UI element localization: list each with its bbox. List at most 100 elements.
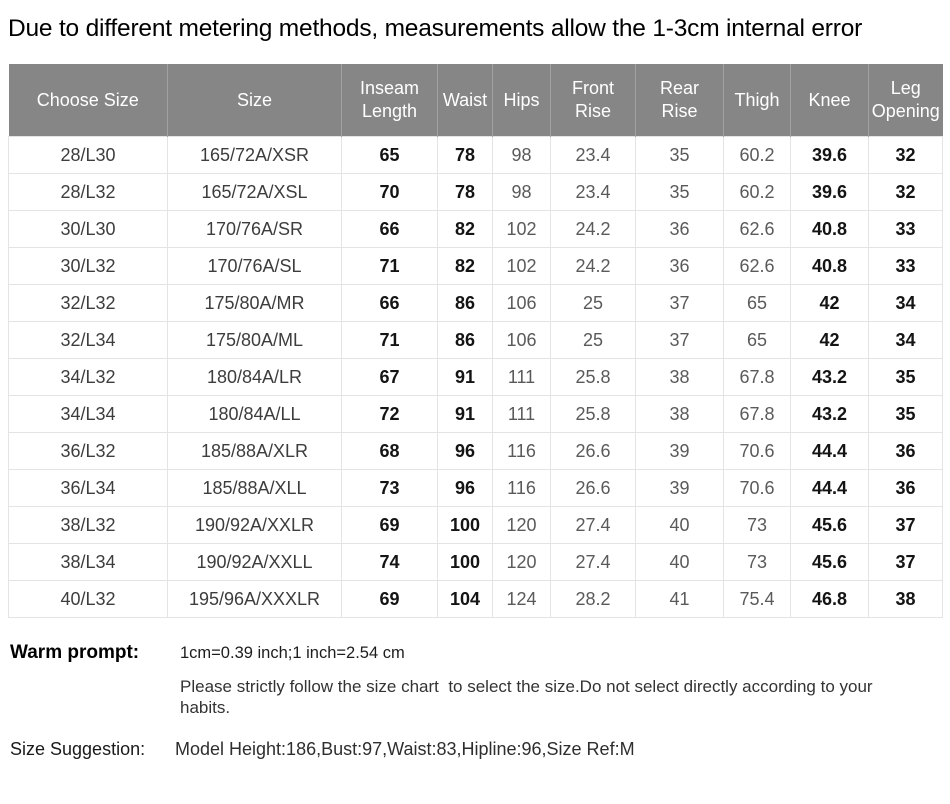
table-cell: 40 — [635, 506, 724, 544]
table-cell: 32 — [868, 136, 943, 174]
table-cell: 91 — [437, 358, 493, 396]
table-cell: 111 — [492, 358, 551, 396]
table-cell: 40.8 — [790, 210, 869, 248]
size-chart-page: Due to different metering methods, measu… — [0, 15, 950, 804]
table-cell: 39.6 — [790, 173, 869, 211]
table-cell: 185/88A/XLR — [167, 432, 342, 470]
table-cell: 67.8 — [723, 358, 791, 396]
table-cell: 75.4 — [723, 580, 791, 618]
table-cell: 66 — [341, 284, 438, 322]
table-cell: 43.2 — [790, 358, 869, 396]
table-cell: 28/L30 — [8, 136, 168, 174]
table-row: 32/L32 175/80A/MR 66 86 106 25 37 65 42 34 — [8, 284, 943, 322]
table-cell: 44.4 — [790, 469, 869, 507]
table-row: 36/L34 185/88A/XLL 73 96 116 26.6 39 70.6 44.4 36 — [8, 469, 943, 507]
table-cell: 190/92A/XXLL — [167, 543, 342, 581]
page-title: Due to different metering methods, measu… — [8, 15, 863, 42]
table-cell: 71 — [341, 247, 438, 285]
table-row: 34/L34 180/84A/LL 72 91 111 25.8 38 67.8 43.2 35 — [8, 395, 943, 433]
table-cell: 25.8 — [550, 395, 636, 433]
table-cell: 106 — [492, 321, 551, 359]
table-cell: 96 — [437, 432, 493, 470]
column-header-6: Rear Rise — [635, 64, 724, 137]
table-cell: 66 — [341, 210, 438, 248]
table-cell: 124 — [492, 580, 551, 618]
column-header-9: Leg Opening — [868, 64, 943, 137]
table-cell: 42 — [790, 321, 869, 359]
column-header-1: Size — [167, 64, 342, 137]
table-cell: 70.6 — [723, 432, 791, 470]
table-cell: 111 — [492, 395, 551, 433]
table-cell: 102 — [492, 210, 551, 248]
table-row: 34/L32 180/84A/LR 67 91 111 25.8 38 67.8 43.2 35 — [8, 358, 943, 396]
warm-prompt-row: Warm prompt: 1cm=0.39 inch;1 inch=2.54 c… — [10, 641, 950, 718]
table-cell: 116 — [492, 432, 551, 470]
table-cell: 40.8 — [790, 247, 869, 285]
table-cell: 33 — [868, 247, 943, 285]
table-cell: 60.2 — [723, 136, 791, 174]
table-cell: 37 — [868, 543, 943, 581]
column-header-2: Inseam Length — [341, 64, 438, 137]
table-cell: 39 — [635, 432, 724, 470]
table-row: 28/L32 165/72A/XSL 70 78 98 23.4 35 60.2 39.6 32 — [8, 173, 943, 211]
table-cell: 35 — [635, 173, 724, 211]
table-row: 38/L32 190/92A/XXLR 69 100 120 27.4 40 73 45.6 37 — [8, 506, 943, 544]
table-cell: 36 — [635, 247, 724, 285]
table-cell: 82 — [437, 247, 493, 285]
table-cell: 36 — [868, 432, 943, 470]
table-cell: 30/L30 — [8, 210, 168, 248]
table-cell: 39.6 — [790, 136, 869, 174]
table-cell: 42 — [790, 284, 869, 322]
table-row: 38/L34 190/92A/XXLL 74 100 120 27.4 40 73 45.6 37 — [8, 543, 943, 581]
table-cell: 102 — [492, 247, 551, 285]
table-cell: 24.2 — [550, 247, 636, 285]
table-cell: 26.6 — [550, 432, 636, 470]
warm-prompt-label: Warm prompt: — [10, 642, 140, 663]
table-cell: 35 — [868, 358, 943, 396]
table-cell: 32/L32 — [8, 284, 168, 322]
table-cell: 38/L34 — [8, 543, 168, 581]
table-cell: 37 — [635, 284, 724, 322]
table-cell: 41 — [635, 580, 724, 618]
table-cell: 36 — [868, 469, 943, 507]
table-cell: 44.4 — [790, 432, 869, 470]
table-row: 28/L30 165/72A/XSR 65 78 98 23.4 35 60.2 39.6 32 — [8, 136, 943, 174]
table-cell: 40/L32 — [8, 580, 168, 618]
table-cell: 73 — [341, 469, 438, 507]
table-cell: 116 — [492, 469, 551, 507]
table-cell: 195/96A/XXXLR — [167, 580, 342, 618]
table-cell: 34/L32 — [8, 358, 168, 396]
table-cell: 180/84A/LR — [167, 358, 342, 396]
table-cell: 27.4 — [550, 506, 636, 544]
table-cell: 170/76A/SL — [167, 247, 342, 285]
table-cell: 100 — [437, 506, 493, 544]
table-cell: 28.2 — [550, 580, 636, 618]
table-cell: 68 — [341, 432, 438, 470]
table-cell: 45.6 — [790, 543, 869, 581]
column-header-3: Waist — [437, 64, 493, 137]
table-cell: 86 — [437, 321, 493, 359]
table-cell: 23.4 — [550, 136, 636, 174]
table-cell: 25.8 — [550, 358, 636, 396]
table-cell: 67.8 — [723, 395, 791, 433]
table-cell: 175/80A/MR — [167, 284, 342, 322]
table-cell: 38 — [635, 358, 724, 396]
table-cell: 33 — [868, 210, 943, 248]
column-header-0: Choose Size — [8, 64, 168, 137]
size-advice-note: Please strictly follow the size chart to… — [180, 677, 878, 717]
size-chart-table: Choose Size Size Inseam Length Waist Hips Fro… — [8, 64, 943, 618]
table-row: 30/L32 170/76A/SL 71 82 102 24.2 36 62.6 40.8 33 — [8, 247, 943, 285]
table-cell: 38/L32 — [8, 506, 168, 544]
table-cell: 82 — [437, 210, 493, 248]
column-header-7: Thigh — [723, 64, 791, 137]
table-cell: 65 — [723, 284, 791, 322]
table-cell: 62.6 — [723, 210, 791, 248]
table-cell: 35 — [635, 136, 724, 174]
table-cell: 45.6 — [790, 506, 869, 544]
table-body: 28/L30 165/72A/XSR 65 78 98 23.4 35 60.2 39.6 32 2… — [8, 136, 943, 618]
table-cell: 36/L32 — [8, 432, 168, 470]
table-cell: 106 — [492, 284, 551, 322]
table-cell: 32 — [868, 173, 943, 211]
table-cell: 35 — [868, 395, 943, 433]
table-cell: 69 — [341, 506, 438, 544]
